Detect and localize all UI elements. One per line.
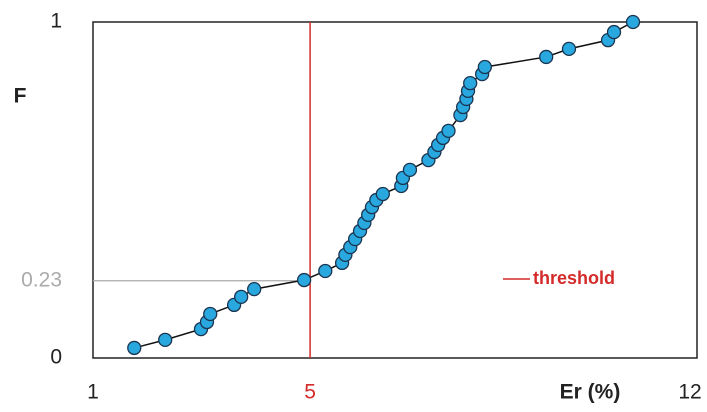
x-tick-label: 5 xyxy=(304,381,316,404)
data-point xyxy=(247,281,262,297)
data-point xyxy=(127,340,142,356)
x-tick-label: 12 xyxy=(678,381,701,404)
data-point xyxy=(625,14,641,30)
plot-frame xyxy=(92,21,698,359)
data-point xyxy=(402,162,418,177)
data-point xyxy=(296,272,312,288)
data-point xyxy=(203,306,218,322)
data-point xyxy=(606,24,622,40)
data-point xyxy=(318,263,333,279)
data-point xyxy=(463,76,478,91)
data-point xyxy=(477,59,492,75)
data-point xyxy=(158,332,173,348)
y-tick-label: 1 xyxy=(50,10,62,33)
data-point xyxy=(375,186,390,202)
data-point xyxy=(561,41,577,57)
y-tick-label: 0.23 xyxy=(21,268,62,291)
x-tick-label: 1 xyxy=(87,381,99,404)
y-tick-label: 0 xyxy=(50,346,62,369)
legend-label: threshold xyxy=(533,268,615,288)
data-point xyxy=(234,289,249,304)
data-line xyxy=(134,21,634,349)
data-point xyxy=(441,123,456,139)
x-axis-label: Er (%) xyxy=(560,381,621,404)
data-point xyxy=(539,49,554,65)
y-axis-label: F xyxy=(14,85,27,108)
